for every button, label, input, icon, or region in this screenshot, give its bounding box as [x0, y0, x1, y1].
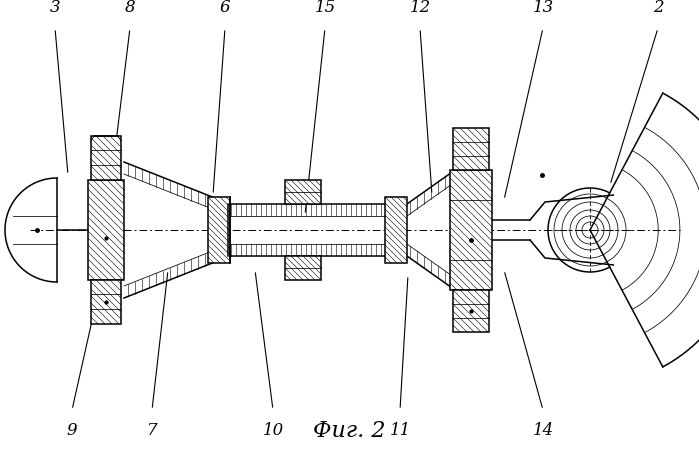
- Bar: [91, 136, 121, 180]
- Bar: [285, 256, 321, 280]
- Text: 7: 7: [147, 422, 157, 439]
- Text: 11: 11: [389, 422, 410, 439]
- Bar: [91, 280, 121, 324]
- Text: Фиг. 2: Фиг. 2: [312, 420, 385, 442]
- Bar: [285, 180, 321, 204]
- Text: 6: 6: [219, 0, 230, 16]
- Bar: [453, 128, 489, 170]
- Text: 15: 15: [315, 0, 336, 16]
- Text: 13: 13: [533, 0, 554, 16]
- Bar: [385, 197, 407, 263]
- Text: 14: 14: [533, 422, 554, 439]
- Text: 8: 8: [124, 0, 136, 16]
- Text: 10: 10: [262, 422, 284, 439]
- Bar: [88, 180, 124, 280]
- Text: 9: 9: [66, 422, 78, 439]
- Bar: [208, 197, 230, 263]
- Text: 2: 2: [653, 0, 663, 16]
- Text: 3: 3: [50, 0, 60, 16]
- Text: 12: 12: [410, 0, 431, 16]
- Bar: [450, 170, 492, 290]
- Bar: [453, 290, 489, 332]
